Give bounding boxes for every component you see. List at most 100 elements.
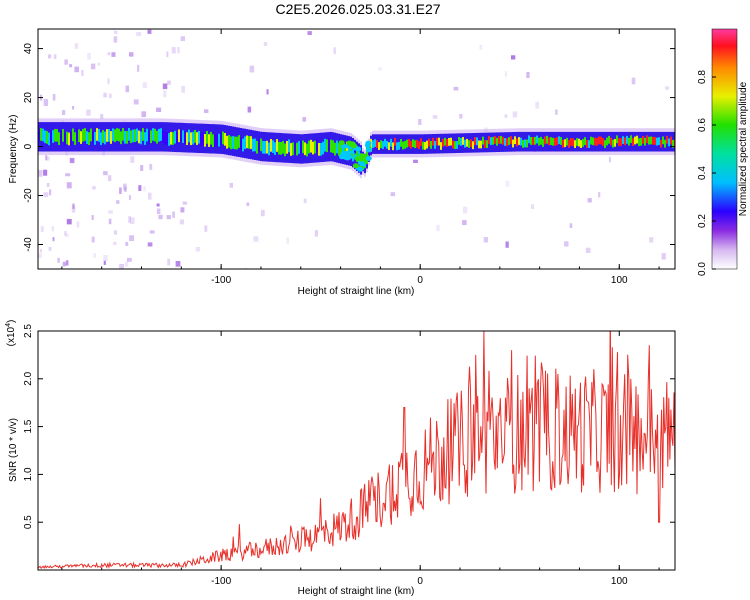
noise-cell — [103, 171, 108, 176]
band-core — [166, 131, 168, 145]
band-core — [144, 132, 146, 145]
band-core — [336, 140, 338, 154]
band-core — [130, 130, 132, 144]
spectrogram-axes: -100 0 100 -40 -20 0 20 40 — [23, 29, 675, 286]
band-core — [298, 141, 300, 154]
noise-cell — [436, 224, 440, 232]
band-core — [388, 142, 390, 151]
band-core — [586, 139, 588, 148]
noise-cell — [49, 189, 52, 196]
noise-cell — [107, 52, 111, 56]
band-blob — [355, 146, 362, 152]
band-core — [402, 141, 404, 150]
band-core — [554, 138, 556, 146]
noise-cell — [138, 185, 142, 191]
band-core — [218, 133, 220, 147]
band-core — [328, 138, 330, 152]
noise-cell — [180, 207, 185, 213]
band-core — [126, 131, 128, 144]
band-core — [470, 139, 472, 148]
x-tick-label: 0 — [417, 576, 423, 587]
noise-cell — [162, 83, 168, 90]
band-core — [654, 137, 656, 145]
noise-cell — [43, 99, 49, 106]
noise-cell — [87, 53, 91, 60]
noise-cell — [126, 257, 132, 262]
band-core — [316, 139, 318, 152]
band-core — [304, 142, 306, 156]
band-core — [244, 136, 246, 150]
noise-cell — [90, 63, 96, 70]
band-core — [480, 140, 482, 149]
noise-cell — [181, 85, 185, 93]
band-core — [174, 130, 176, 144]
noise-cell — [130, 217, 135, 224]
band-core — [614, 138, 616, 147]
band-core — [406, 139, 408, 148]
band-core — [622, 136, 624, 144]
colorbar-tick-label: 0.6 — [697, 118, 708, 132]
noise-cell — [247, 106, 252, 113]
band-core — [566, 137, 568, 146]
band-core — [270, 139, 272, 152]
band-core — [498, 136, 500, 144]
band-core — [450, 137, 452, 146]
band-core — [104, 131, 106, 145]
noise-cell — [91, 215, 94, 220]
band-core — [592, 137, 594, 146]
band-core — [574, 140, 576, 148]
band-core — [488, 136, 490, 144]
band-core — [234, 136, 236, 150]
band-core — [570, 138, 572, 146]
band-core — [510, 136, 512, 144]
band-core — [596, 137, 598, 146]
band-core — [362, 153, 364, 167]
noise-cell — [512, 111, 518, 118]
band-core — [140, 131, 142, 145]
band-core — [582, 139, 584, 147]
noise-cell — [156, 107, 162, 112]
snr-frame — [37, 330, 676, 571]
band-core — [128, 128, 130, 141]
noise-cell — [156, 208, 161, 214]
band-core — [472, 141, 474, 150]
y-tick-label: 1.5 — [23, 419, 34, 433]
noise-cell — [119, 264, 124, 269]
band-core — [656, 137, 658, 146]
band-core — [506, 138, 508, 147]
spectrogram-x-label: Height of straight line (km) — [298, 286, 415, 297]
band-core — [180, 129, 182, 143]
noise-cell — [263, 42, 268, 46]
noise-cell — [302, 117, 307, 122]
noise-cell — [47, 156, 50, 161]
noise-cell — [535, 101, 540, 109]
band-core — [580, 140, 582, 148]
band-core — [344, 144, 346, 158]
band-core — [436, 137, 438, 146]
noise-cell — [114, 30, 118, 34]
band-core — [136, 128, 138, 142]
band-core — [482, 136, 484, 145]
band-core — [602, 138, 604, 146]
noise-cell — [229, 182, 233, 188]
snr-line — [38, 331, 675, 570]
noise-cell — [390, 192, 396, 197]
noise-cell — [249, 65, 255, 73]
band-core — [184, 131, 186, 144]
x-tick-label: 100 — [611, 275, 628, 286]
band-core — [146, 128, 148, 142]
noise-cell — [179, 219, 184, 225]
noise-cell — [62, 261, 66, 267]
band-core — [204, 134, 206, 147]
noise-cell — [136, 32, 142, 36]
band-core — [64, 132, 66, 146]
noise-cell — [72, 106, 75, 110]
band-core — [380, 140, 382, 149]
band-core — [148, 131, 150, 144]
noise-cell — [137, 64, 140, 72]
noise-cell — [47, 54, 52, 59]
band-core — [440, 142, 442, 150]
band-core — [296, 142, 298, 156]
noise-cell — [333, 47, 336, 55]
noise-cell — [303, 198, 307, 203]
